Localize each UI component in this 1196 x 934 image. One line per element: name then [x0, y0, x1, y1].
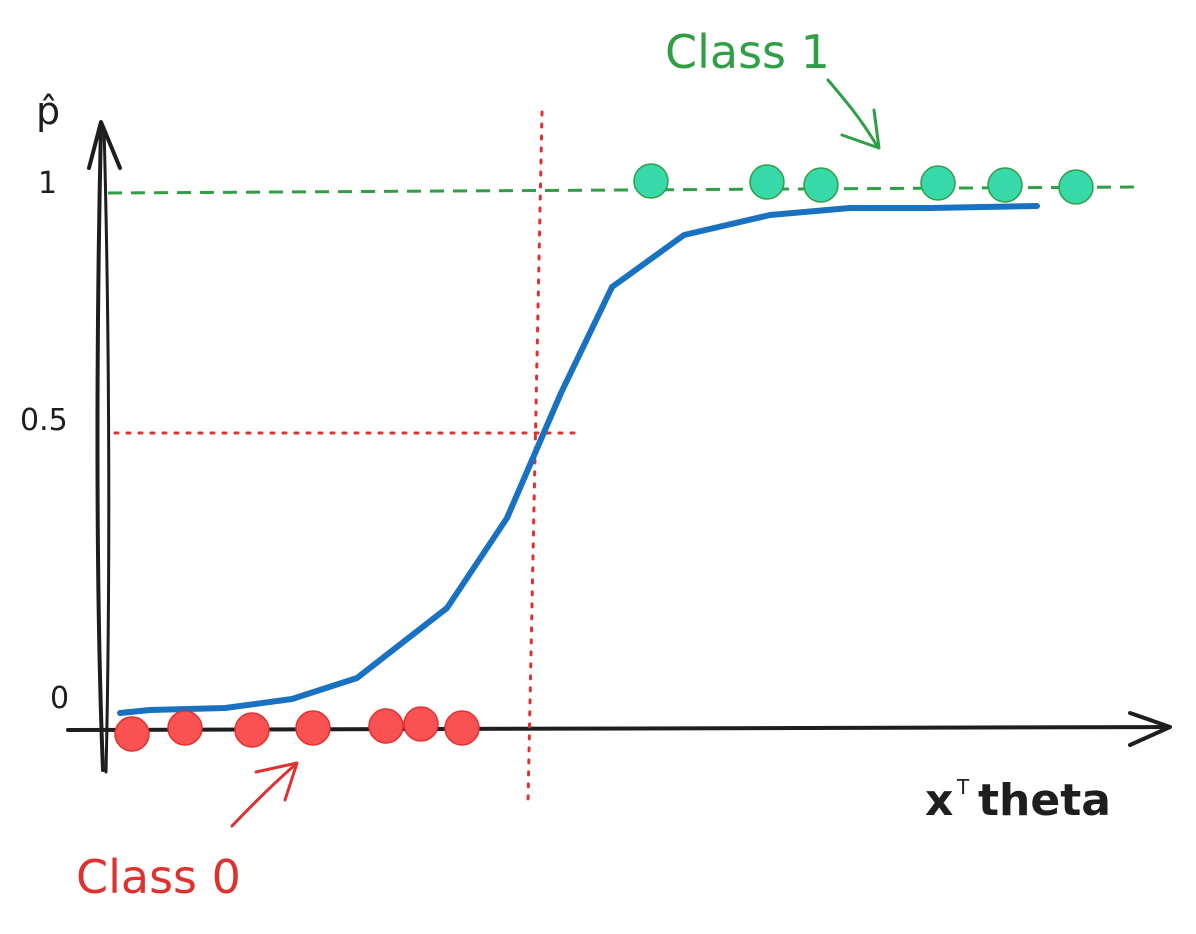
class0-arrow — [230, 761, 299, 828]
class1-point — [803, 167, 839, 203]
class1-point — [920, 165, 956, 201]
class0-points — [114, 706, 480, 752]
y1-reference-line — [107, 185, 1139, 195]
class1-label: Class 1 — [665, 25, 830, 79]
x-axis-arrowhead — [1128, 711, 1172, 747]
class0-point — [444, 710, 480, 746]
class0-label: Class 0 — [76, 850, 241, 904]
x-axis-label: x T theta — [925, 775, 1111, 826]
y-tick-half: 0.5 — [20, 403, 68, 438]
y-axis-label: p̂ — [36, 89, 60, 133]
class1-point — [1058, 169, 1094, 205]
class0-point — [167, 710, 203, 746]
x-axis-label-base: x — [925, 775, 953, 826]
class0-point — [403, 706, 439, 742]
sigmoid-curve — [117, 203, 1040, 716]
x-axis-label-rest: theta — [978, 775, 1111, 826]
y-axis-arrowhead — [87, 120, 122, 170]
class1-point — [633, 163, 669, 199]
x-axis-label-sup: T — [956, 775, 970, 799]
class0-point — [295, 710, 331, 746]
class0-point — [114, 716, 150, 752]
y-tick-1: 1 — [38, 166, 57, 201]
y-axis — [87, 120, 122, 774]
class1-arrow — [826, 78, 881, 150]
y-tick-0: 0 — [50, 681, 69, 716]
class0-point — [368, 708, 404, 744]
class1-point — [987, 167, 1023, 203]
x-axis — [66, 711, 1172, 747]
threshold-vertical-line — [526, 110, 544, 804]
class1-points — [633, 163, 1094, 205]
class0-point — [234, 712, 270, 748]
class1-point — [749, 164, 785, 200]
